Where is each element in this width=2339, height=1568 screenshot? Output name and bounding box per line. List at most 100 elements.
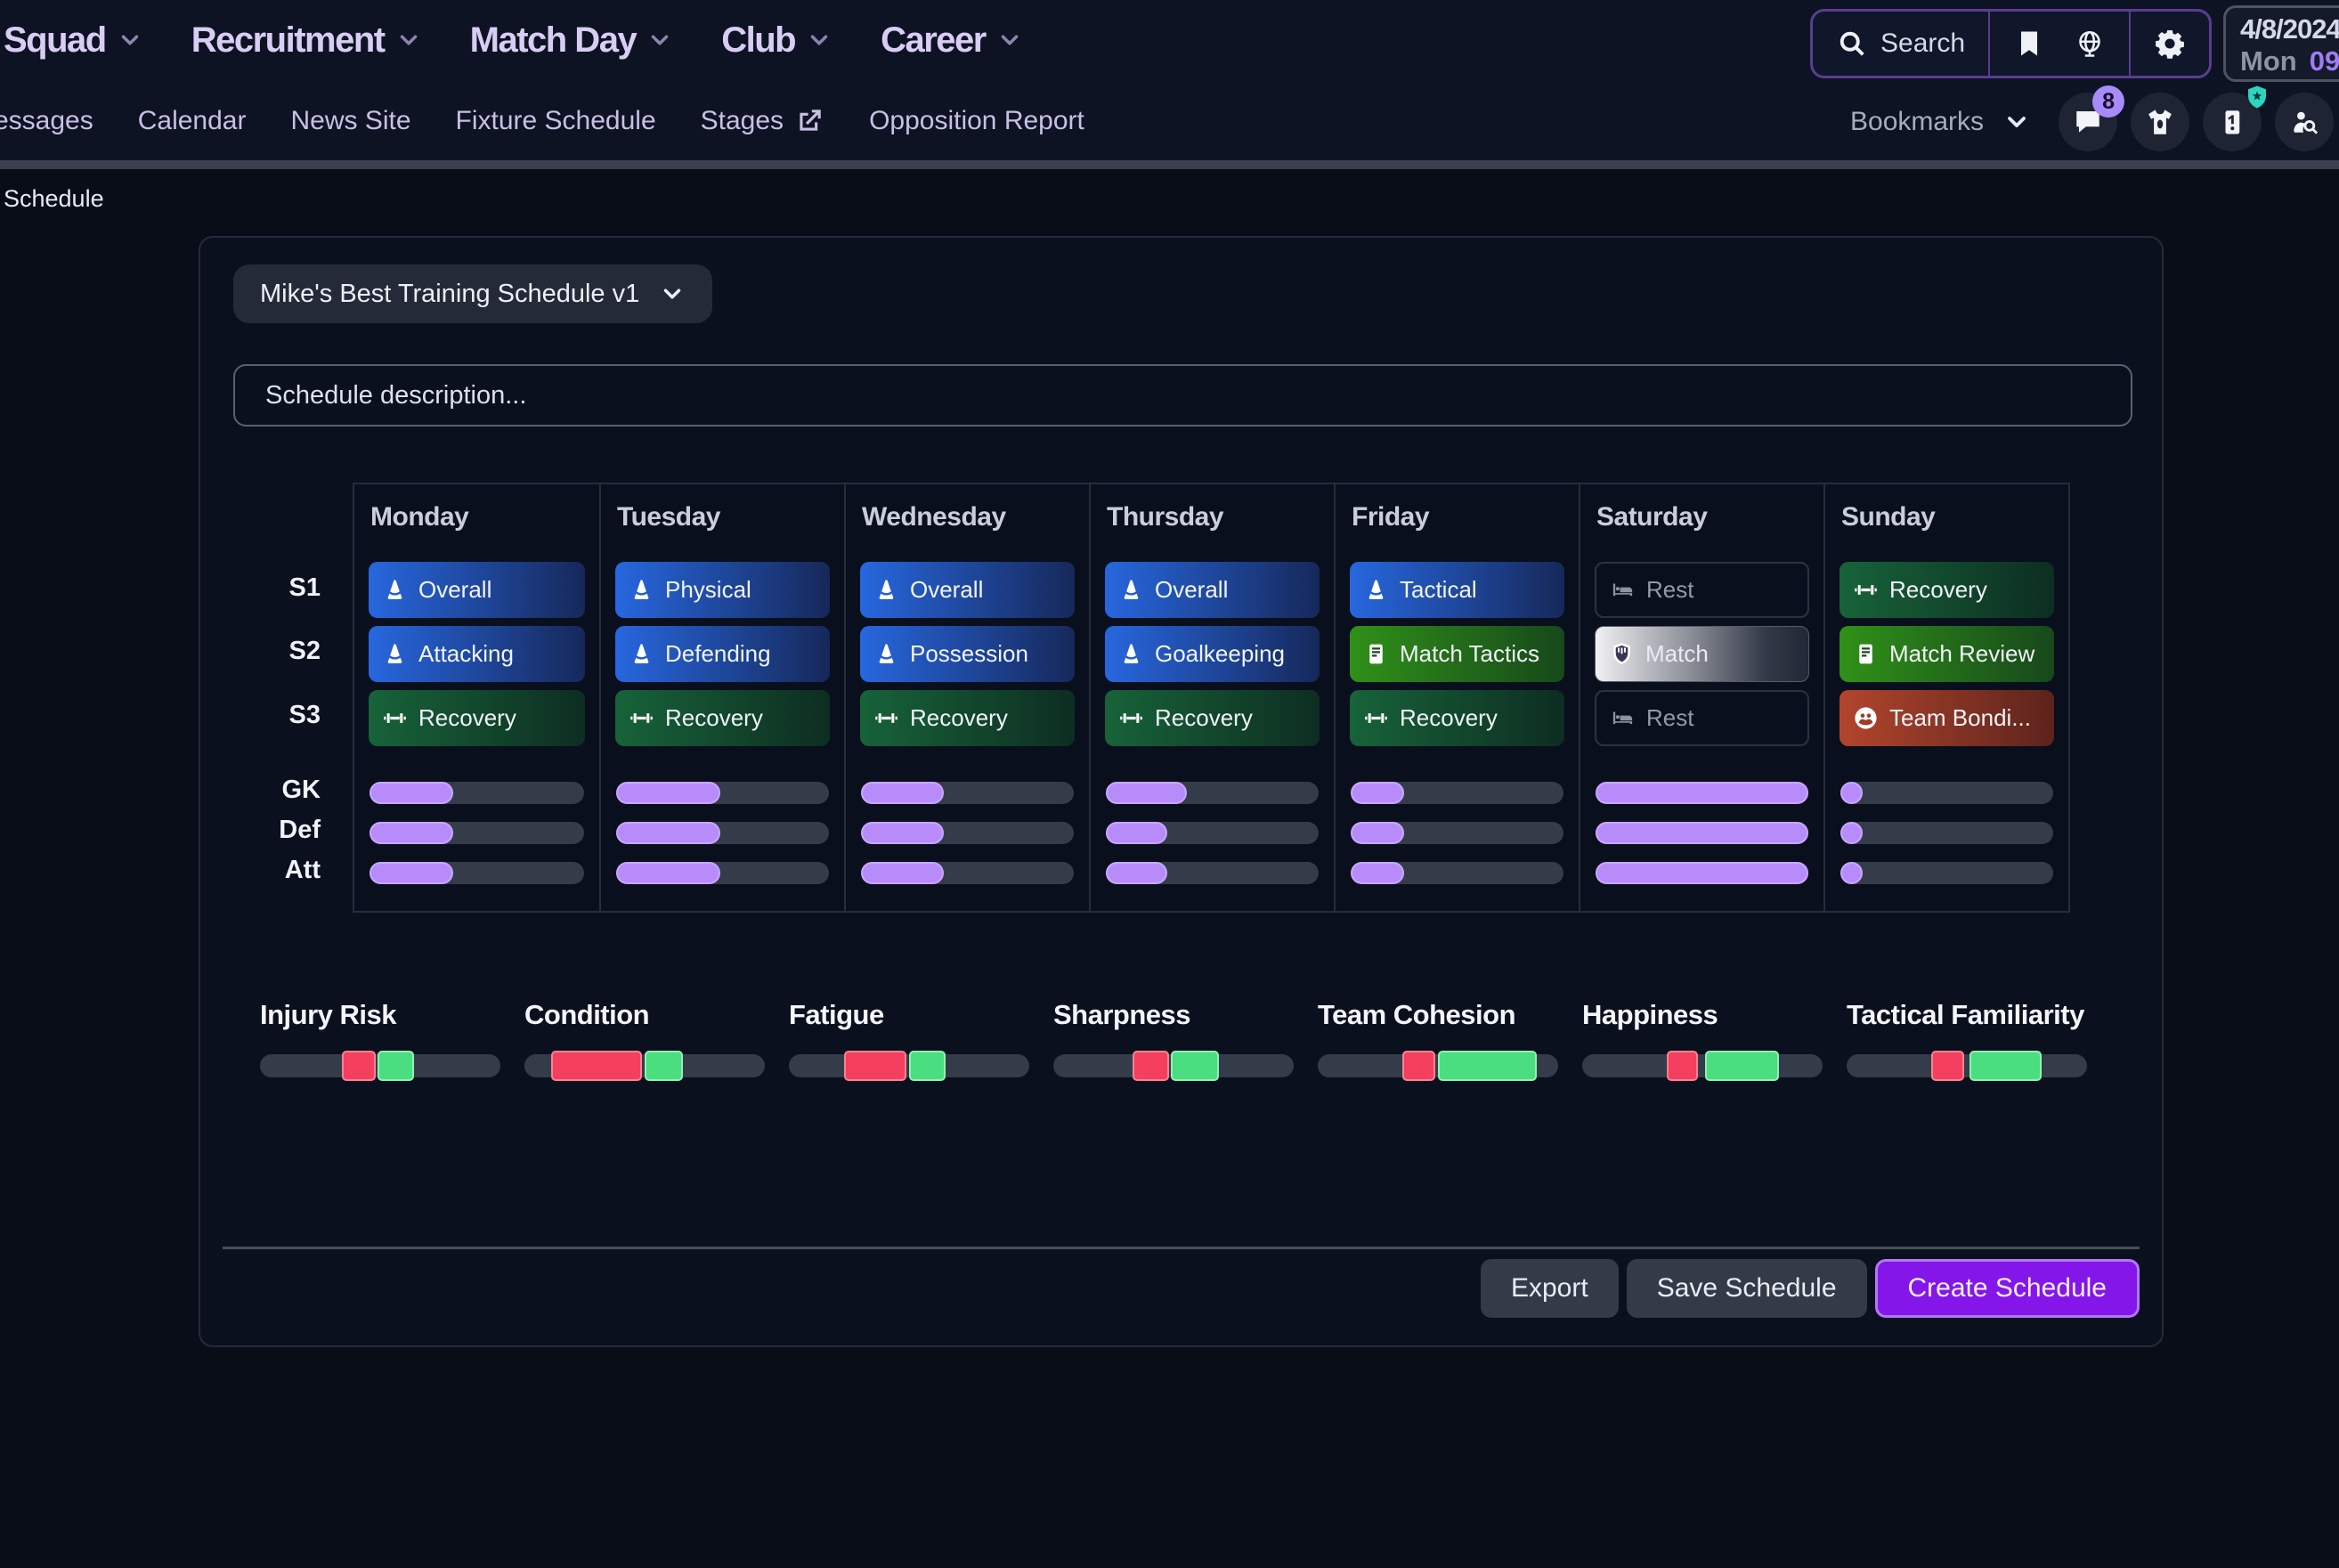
intensity-bars (1825, 782, 2068, 884)
session-cell-recovery[interactable]: Recovery (1840, 562, 2054, 618)
session-cell-recovery[interactable]: Recovery (860, 690, 1075, 746)
session-cell-match-review[interactable]: Match Review (1840, 626, 2054, 682)
intensity-bar (370, 822, 584, 844)
session-cell-recovery[interactable]: Recovery (1350, 690, 1564, 746)
search-button[interactable]: Search (1813, 12, 1988, 76)
session-cell-team-bondi[interactable]: Team Bondi... (1840, 690, 2054, 746)
intensity-bar (1596, 822, 1808, 844)
intensity-bar (1106, 782, 1319, 804)
session-cells: Overall Goalkeeping Recovery (1091, 562, 1334, 746)
nav-item-news-site[interactable]: News Site (290, 106, 410, 136)
export-button[interactable]: Export (1480, 1259, 1619, 1318)
schedule-description-input[interactable] (233, 364, 2132, 427)
metric-injury-risk: Injury Risk (260, 999, 500, 1081)
day-header: Sunday (1841, 502, 1936, 532)
intensity-bars (846, 782, 1089, 884)
nav-item-club[interactable]: Club (721, 20, 832, 61)
gear-icon[interactable] (2154, 28, 2186, 60)
chevron-down-icon[interactable] (2002, 108, 2031, 136)
session-label: Rest (1646, 704, 1694, 731)
nav-item-match-day[interactable]: Match Day (470, 20, 674, 61)
intensity-fill (1106, 782, 1187, 804)
session-cell-match-tactics[interactable]: Match Tactics (1350, 626, 1564, 682)
cone-icon (1363, 577, 1389, 603)
intensity-bar (861, 822, 1074, 844)
metric-label: Fatigue (789, 999, 884, 1030)
metric-tactical-familiarity: Tactical Familiarity (1847, 999, 2087, 1081)
metric-bar (524, 1051, 765, 1081)
intensity-bar (1106, 822, 1319, 844)
metric-positive-segment (909, 1051, 946, 1081)
session-cell-tactical[interactable]: Tactical (1350, 562, 1564, 618)
globe-icon[interactable] (2074, 28, 2106, 60)
nav-item-squad[interactable]: Squad (4, 20, 143, 61)
session-label: Recovery (418, 704, 516, 731)
session-cell-match[interactable]: Match (1595, 626, 1809, 682)
nav-item-label: Match Day (469, 20, 638, 60)
bookmark-globe-segment (1988, 12, 2129, 76)
schedule-select-button[interactable]: Mike's Best Training Schedule v1 (233, 264, 713, 323)
metric-bar (789, 1051, 1029, 1081)
metric-positive-segment (1969, 1051, 2042, 1081)
session-cell-defending[interactable]: Defending (615, 626, 830, 682)
metric-fatigue: Fatigue (789, 999, 1029, 1081)
intensity-bar (616, 862, 829, 884)
session-cell-recovery[interactable]: Recovery (1105, 690, 1320, 746)
row-label-s2: S2 (288, 637, 321, 665)
nav-item-fixture-schedule[interactable]: Fixture Schedule (456, 106, 656, 136)
cone-icon (873, 641, 899, 667)
metric-bar (1318, 1051, 1558, 1081)
nav-item-opposition-report[interactable]: Opposition Report (869, 106, 1084, 136)
bookmark-icon[interactable] (2013, 28, 2045, 60)
session-cell-overall[interactable]: Overall (1105, 562, 1320, 618)
day-time: Mon 09:00 (2240, 45, 2339, 77)
bookmarks-cluster: Bookmarks 8 (1850, 85, 2339, 151)
row-label-s1: S1 (288, 573, 321, 602)
notification-badge: 8 (2092, 85, 2125, 118)
intensity-fill (1840, 782, 1863, 804)
session-cell-overall[interactable]: Overall (369, 562, 585, 618)
session-cell-overall[interactable]: Overall (860, 562, 1075, 618)
nav-item-stages[interactable]: Stages (701, 106, 824, 136)
save-schedule-button[interactable]: Save Schedule (1626, 1259, 1867, 1318)
session-label: Goalkeeping (1155, 640, 1285, 667)
session-cell-possession[interactable]: Possession (860, 626, 1075, 682)
cone-icon (873, 577, 899, 603)
nav-item-calendar[interactable]: Calendar (138, 106, 247, 136)
schedule-name: Mike's Best Training Schedule v1 (260, 279, 640, 308)
report-card-button[interactable] (2203, 85, 2267, 151)
bed-icon (1610, 577, 1636, 603)
shield-icon (1609, 641, 1635, 667)
intensity-bar (861, 862, 1074, 884)
metric-negative-segment (1133, 1051, 1169, 1081)
session-cell-recovery[interactable]: Recovery (615, 690, 830, 746)
intensity-bar (370, 862, 584, 884)
messages-button[interactable]: 8 (2059, 85, 2125, 151)
session-cell-recovery[interactable]: Recovery (369, 690, 585, 746)
nav-item-label: Messages (0, 106, 93, 135)
scouting-button[interactable] (2275, 93, 2335, 151)
session-cell-goalkeeping[interactable]: Goalkeeping (1105, 626, 1320, 682)
nav-item-messages[interactable]: Messages (0, 106, 93, 136)
metric-label: Team Cohesion (1318, 999, 1516, 1030)
nav-item-career[interactable]: Career (881, 20, 1023, 61)
intensity-fill (1351, 822, 1404, 844)
session-cell-physical[interactable]: Physical (615, 562, 830, 618)
bookmarks-dropdown[interactable]: Bookmarks (1850, 107, 1985, 136)
create-schedule-button[interactable]: Create Schedule (1874, 1259, 2140, 1318)
metric-bar (1582, 1051, 1823, 1081)
training-schedule-card: Mike's Best Training Schedule v1 S1 S2 S3 G… (199, 236, 2164, 1347)
nav-item-label: Fixture Schedule (455, 106, 656, 135)
date-display: 4/8/2024 Mon 09:00 (2223, 5, 2339, 82)
session-cell-rest[interactable]: Rest (1595, 562, 1809, 618)
intensity-bar (1596, 862, 1808, 884)
session-label: Overall (418, 576, 492, 603)
cone-icon (382, 577, 408, 603)
kit-button[interactable] (2131, 93, 2190, 151)
nav-item-label: News Site (290, 106, 411, 135)
session-cell-attacking[interactable]: Attacking (369, 626, 585, 682)
cone-icon (629, 577, 654, 603)
session-cell-rest[interactable]: Rest (1595, 690, 1809, 746)
nav-item-recruitment[interactable]: Recruitment (191, 20, 422, 61)
